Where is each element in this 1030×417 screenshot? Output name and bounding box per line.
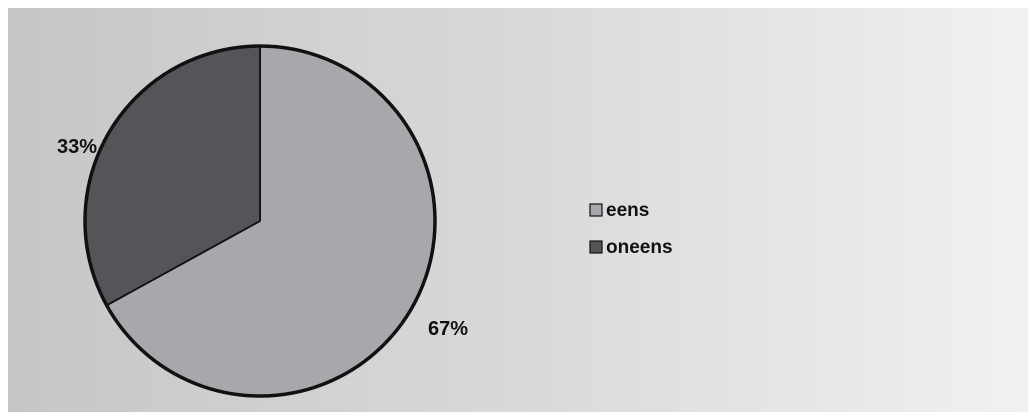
data-label-eens: 67% <box>428 318 468 340</box>
legend-label-eens: eens <box>606 200 649 221</box>
legend-swatch-eens <box>589 203 603 217</box>
pie-slices <box>84 45 436 397</box>
data-label-oneens: 33% <box>57 136 97 158</box>
pie-outline <box>83 44 437 398</box>
data-labels: 67% 33% <box>57 136 468 340</box>
legend-label-oneens: oneens <box>606 237 673 258</box>
legend-swatch-oneens <box>589 240 603 254</box>
legend: eens oneens <box>589 200 673 258</box>
